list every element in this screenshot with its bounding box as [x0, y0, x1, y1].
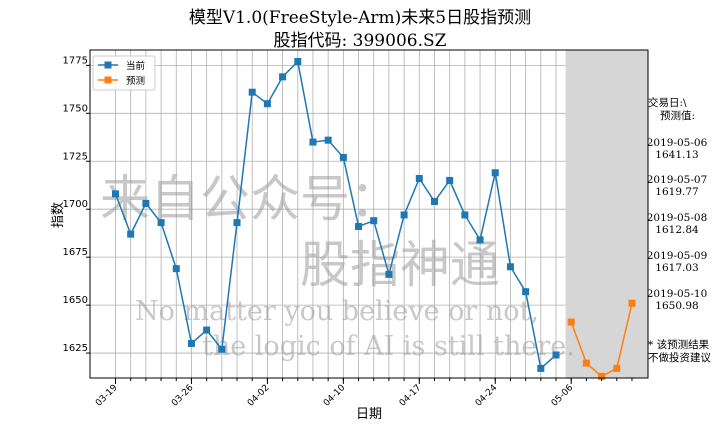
- y-tick-label: 1775: [63, 55, 88, 66]
- x-axis-label: 日期: [356, 407, 382, 422]
- watermark-line-3: No matter you believe or not,: [135, 296, 539, 327]
- y-tick-label: 1725: [63, 151, 88, 162]
- data-point-current: [476, 236, 484, 244]
- plot-frame: [89, 49, 649, 379]
- data-point-current: [446, 176, 454, 184]
- y-axis-label: 指数: [51, 202, 66, 228]
- data-point-current: [279, 73, 287, 81]
- x-tick-label: 04-02: [246, 383, 272, 409]
- data-point-current: [263, 100, 271, 108]
- data-point-current: [491, 169, 499, 177]
- data-point-current: [203, 326, 211, 334]
- forecast-region: [565, 50, 648, 378]
- x-tick-label: 04-24: [474, 383, 500, 409]
- prediction-date: 2019-05-08: [646, 212, 708, 224]
- prediction-date: 2019-05-07: [646, 174, 708, 186]
- data-point-current: [294, 58, 302, 66]
- data-point-current: [430, 198, 438, 206]
- disclaimer-line-2: 不做投资建议: [648, 352, 711, 364]
- prediction-value: 1617.03: [655, 262, 699, 274]
- legend-marker-current: [104, 61, 112, 69]
- y-tick-label: 1650: [63, 295, 88, 306]
- x-tick-label: 04-17: [398, 383, 424, 409]
- data-point-current: [112, 190, 119, 198]
- data-point-current: [355, 222, 363, 230]
- y-tick-label: 1675: [63, 247, 88, 258]
- chart-subtitle: 股指代码: 399006.SZ: [273, 31, 447, 51]
- data-point-current: [400, 211, 408, 219]
- series-line-current: [114, 59, 557, 370]
- watermark: 来自公众号： 股指神通 No matter you believe or not…: [100, 170, 575, 362]
- watermark-line-2: 股指神通: [300, 236, 500, 294]
- data-point-current: [339, 153, 347, 161]
- prediction-date: 2019-05-10: [646, 288, 708, 300]
- data-point-current: [127, 230, 135, 238]
- y-tick-label: 1625: [63, 343, 88, 354]
- data-point-current: [537, 364, 545, 372]
- prediction-value: 1641.13: [655, 149, 699, 161]
- prediction-subheader: 预测值:: [660, 110, 696, 122]
- prediction-date: 2019-05-09: [646, 250, 708, 262]
- legend-label-current: 当前: [126, 60, 145, 72]
- prediction-date: 2019-05-06: [646, 137, 708, 149]
- prediction-value: 1650.98: [655, 300, 699, 312]
- y-tick-label: 1700: [63, 199, 88, 210]
- data-point-current: [142, 199, 150, 207]
- data-point-current: [233, 219, 241, 227]
- legend-marker-forecast: [104, 76, 112, 84]
- data-point-current: [218, 345, 226, 353]
- data-point-current: [172, 265, 180, 273]
- data-point-current: [187, 339, 195, 347]
- data-point-current: [522, 288, 530, 296]
- data-point-current: [370, 217, 378, 225]
- prediction-value: 1619.77: [655, 186, 699, 198]
- data-point-current: [248, 88, 256, 96]
- disclaimer-line-1: * 该预测结果: [648, 339, 710, 351]
- x-tick-label: 03-26: [170, 383, 196, 409]
- data-point-current: [506, 263, 514, 271]
- legend-label-forecast: 预测: [126, 76, 145, 87]
- data-point-forecast: [613, 364, 621, 372]
- legend: 当前 预测: [92, 55, 156, 91]
- watermark-line-4: the logic of AI is still there.: [202, 331, 575, 362]
- data-point-forecast: [582, 359, 590, 367]
- data-point-current: [324, 136, 332, 144]
- x-tick-label: 05-06: [550, 383, 576, 409]
- data-point-forecast: [628, 299, 636, 307]
- data-point-current: [385, 270, 393, 278]
- data-point-forecast: [567, 318, 575, 326]
- data-point-forecast: [598, 372, 606, 380]
- watermark-line-1: 来自公众号：: [100, 170, 400, 228]
- data-point-current: [157, 219, 165, 227]
- data-point-current: [552, 351, 560, 359]
- x-tick-label: 03-19: [94, 383, 120, 409]
- data-point-current: [461, 211, 469, 219]
- y-tick-label: 1750: [63, 103, 88, 114]
- data-point-current: [415, 175, 423, 183]
- chart-title: 模型V1.0(FreeStyle-Arm)未来5日股指预测: [188, 8, 532, 28]
- prediction-header: 交易日:\: [648, 97, 687, 109]
- x-tick-label: 04-10: [322, 383, 348, 409]
- prediction-value: 1612.84: [655, 224, 699, 236]
- data-point-current: [309, 138, 317, 146]
